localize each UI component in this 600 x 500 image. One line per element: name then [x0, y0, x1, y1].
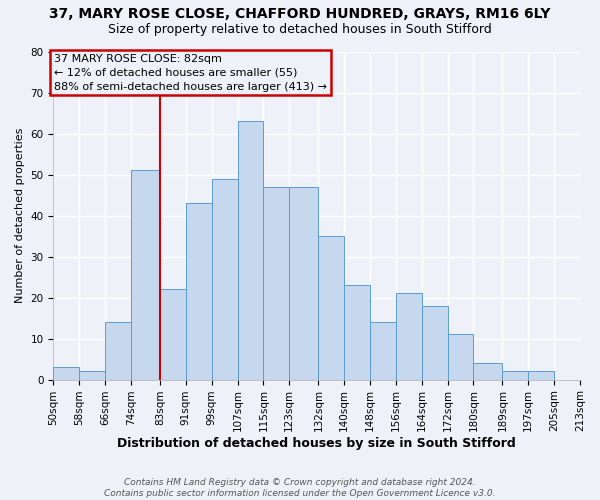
Bar — [422, 306, 448, 380]
Bar — [160, 290, 186, 380]
Bar — [289, 187, 319, 380]
Bar — [580, 372, 600, 380]
Bar — [448, 334, 473, 380]
Bar — [319, 236, 344, 380]
Bar — [529, 372, 554, 380]
Y-axis label: Number of detached properties: Number of detached properties — [15, 128, 25, 303]
X-axis label: Distribution of detached houses by size in South Stifford: Distribution of detached houses by size … — [118, 437, 516, 450]
Bar — [131, 170, 160, 380]
Text: Contains HM Land Registry data © Crown copyright and database right 2024.
Contai: Contains HM Land Registry data © Crown c… — [104, 478, 496, 498]
Bar — [186, 203, 212, 380]
Bar — [370, 322, 396, 380]
Bar — [263, 187, 289, 380]
Text: Size of property relative to detached houses in South Stifford: Size of property relative to detached ho… — [108, 22, 492, 36]
Bar — [53, 368, 79, 380]
Bar — [79, 372, 105, 380]
Bar — [212, 178, 238, 380]
Bar — [502, 372, 529, 380]
Bar — [238, 121, 263, 380]
Text: 37 MARY ROSE CLOSE: 82sqm
← 12% of detached houses are smaller (55)
88% of semi-: 37 MARY ROSE CLOSE: 82sqm ← 12% of detac… — [55, 54, 328, 92]
Bar — [344, 286, 370, 380]
Text: 37, MARY ROSE CLOSE, CHAFFORD HUNDRED, GRAYS, RM16 6LY: 37, MARY ROSE CLOSE, CHAFFORD HUNDRED, G… — [49, 8, 551, 22]
Bar — [473, 363, 502, 380]
Bar — [396, 294, 422, 380]
Bar — [105, 322, 131, 380]
